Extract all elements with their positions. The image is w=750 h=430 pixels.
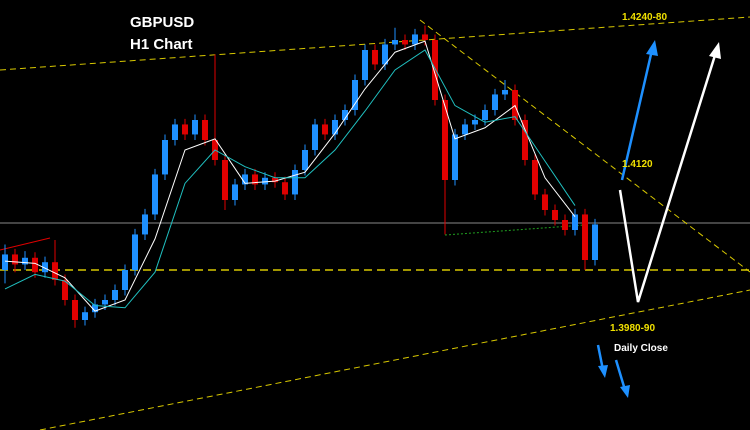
candle-body <box>182 124 188 135</box>
candle-body <box>502 90 508 95</box>
arrow-head <box>646 40 658 56</box>
candle-body <box>382 44 388 65</box>
candle-body <box>492 94 498 110</box>
dotted-line <box>444 224 586 236</box>
arrows <box>596 40 721 398</box>
candle-body <box>332 120 338 135</box>
candle-body <box>292 170 298 195</box>
candle-body <box>102 300 108 305</box>
candle-body <box>322 124 328 135</box>
level-label: 1.3980-90 <box>610 323 655 334</box>
candle-body <box>22 257 28 265</box>
blue-arrow-down <box>614 359 627 391</box>
candle-body <box>372 50 378 65</box>
candle-body <box>132 234 138 270</box>
candle-body <box>242 174 248 185</box>
candle-body <box>442 100 448 180</box>
candle-body <box>2 254 8 270</box>
chart-title: GBPUSD <box>130 14 194 31</box>
candle-body <box>462 124 468 135</box>
candle-body <box>422 34 428 40</box>
upper-trendline <box>0 16 750 71</box>
candle-body <box>12 254 18 265</box>
annotation: Daily Close <box>614 343 668 354</box>
candle-body <box>142 214 148 235</box>
candle-body <box>352 80 358 110</box>
candle-body <box>582 214 588 260</box>
candle-body <box>432 40 438 100</box>
candle-body <box>62 280 68 300</box>
candle-body <box>72 300 78 320</box>
arrow-head <box>709 42 721 59</box>
lower-trendline <box>39 289 750 430</box>
candle-body <box>552 210 558 220</box>
candle-body <box>282 182 288 195</box>
moving-average <box>4 49 576 309</box>
moving-averages <box>4 40 576 312</box>
candle-body <box>482 110 488 120</box>
candle-body <box>362 50 368 80</box>
chart-subtitle: H1 Chart <box>130 36 193 53</box>
candle-body <box>112 290 118 300</box>
candle-body <box>52 262 58 280</box>
candle-body <box>472 120 478 125</box>
white-zigzag <box>618 51 718 303</box>
candle-body <box>172 124 178 140</box>
candle-body <box>92 304 98 313</box>
candle-body <box>522 120 528 160</box>
candle-body <box>342 110 348 120</box>
candle-body <box>232 184 238 200</box>
candle-body <box>392 40 398 45</box>
candle-body <box>542 194 548 210</box>
candle-body <box>192 120 198 135</box>
candle-body <box>252 174 258 185</box>
candle-body <box>222 160 228 200</box>
candle-body <box>402 40 408 45</box>
arrow-head <box>598 365 608 378</box>
candle-body <box>592 224 598 260</box>
level-label: 1.4120 <box>622 159 653 170</box>
candle-body <box>32 257 38 273</box>
candle-body <box>572 214 578 230</box>
arrow-head <box>620 385 630 398</box>
moving-average <box>4 40 576 312</box>
level-label: 1.4240-80 <box>622 12 667 23</box>
candle-body <box>532 160 538 195</box>
candle-body <box>152 174 158 215</box>
candle-body <box>42 262 48 273</box>
red-line <box>0 237 51 251</box>
candle-body <box>272 177 278 183</box>
candle-body <box>262 177 268 185</box>
candle-body <box>452 134 458 180</box>
candle-body <box>302 150 308 170</box>
candle-body <box>162 140 168 175</box>
candle-body <box>122 270 128 290</box>
blue-arrow-up <box>620 49 654 181</box>
candle-body <box>312 124 318 150</box>
candle-body <box>562 220 568 230</box>
candle-body <box>82 312 88 320</box>
candle-body <box>202 120 208 140</box>
candle-body <box>412 34 418 45</box>
